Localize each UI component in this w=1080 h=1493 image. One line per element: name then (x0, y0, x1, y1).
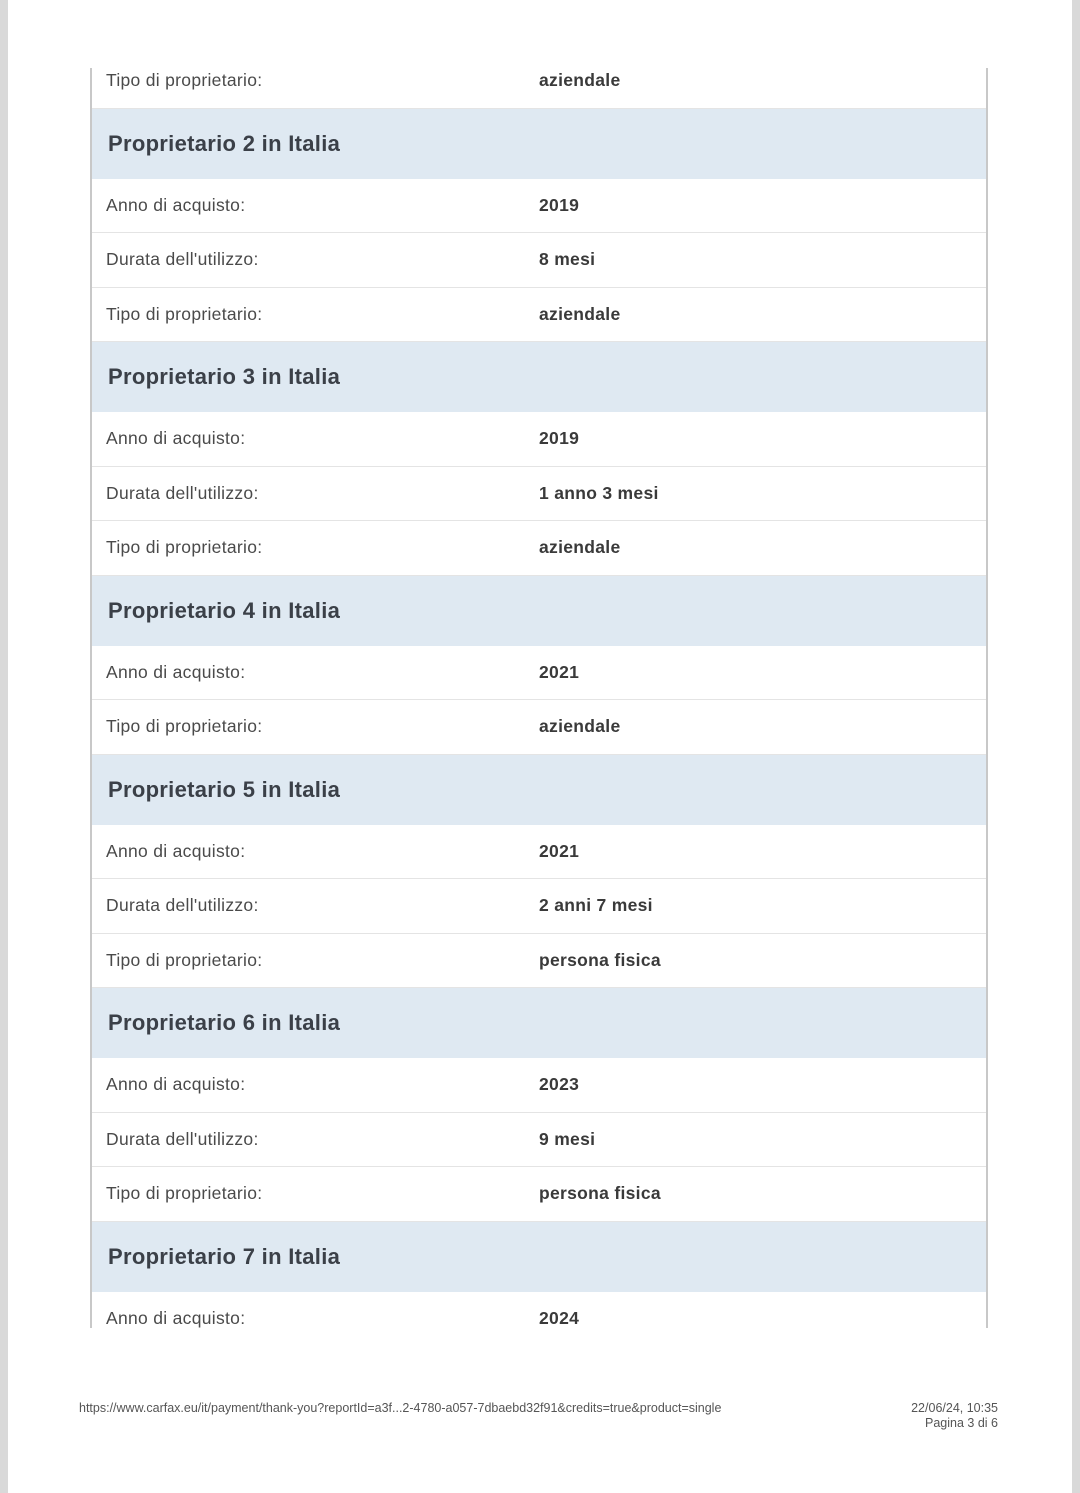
owners-table: Tipo di proprietario: aziendale Proprietar… (90, 68, 988, 1328)
owners-table-body: Tipo di proprietario: aziendale Proprietar… (92, 68, 986, 1328)
footer-page-number: Pagina 3 di 6 (925, 1416, 998, 1430)
row-value: persona fisica (539, 949, 661, 970)
row-value: 9 mesi (539, 1128, 596, 1149)
table-row: Durata dell'utilizzo: 1 anno 3 mesi (92, 467, 986, 521)
table-row: Anno di acquisto: 2021 (92, 646, 986, 700)
section-header: Proprietario 6 in Italia (92, 988, 986, 1058)
row-label: Tipo di proprietario: (106, 716, 263, 737)
row-value: aziendale (539, 716, 621, 737)
section-header: Proprietario 2 in Italia (92, 108, 986, 179)
table-row: Anno di acquisto: 2019 (92, 179, 986, 233)
row-value: aziendale (539, 70, 621, 91)
table-row: Tipo di proprietario: aziendale (92, 288, 986, 342)
row-label: Tipo di proprietario: (106, 303, 263, 324)
row-label: Durata dell'utilizzo: (106, 895, 259, 916)
row-value: 2021 (539, 661, 580, 682)
row-label: Tipo di proprietario: (106, 70, 263, 91)
row-value: persona fisica (539, 1183, 661, 1204)
footer-meta: 22/06/24, 10:35 Pagina 3 di 6 (911, 1401, 998, 1431)
row-label: Anno di acquisto: (106, 428, 246, 449)
row-label: Durata dell'utilizzo: (106, 249, 259, 270)
row-value: aziendale (539, 303, 621, 324)
section-header: Proprietario 4 in Italia (92, 575, 986, 646)
row-value: 2023 (539, 1074, 580, 1095)
table-row: Tipo di proprietario: persona fisica (92, 934, 986, 988)
row-value: aziendale (539, 537, 621, 558)
page-edge-left (0, 0, 8, 1493)
table-row: Anno di acquisto: 2024 (92, 1292, 986, 1329)
table-row: Anno di acquisto: 2021 (92, 825, 986, 879)
row-value: 2021 (539, 840, 580, 861)
table-row: Durata dell'utilizzo: 8 mesi (92, 233, 986, 288)
page-edge-right (1072, 0, 1080, 1493)
footer-url: https://www.carfax.eu/it/payment/thank-y… (79, 1401, 722, 1415)
row-label: Anno di acquisto: (106, 1307, 246, 1328)
section-header: Proprietario 5 in Italia (92, 754, 986, 825)
row-value: 2019 (539, 194, 580, 215)
table-row: Durata dell'utilizzo: 2 anni 7 mesi (92, 879, 986, 934)
row-value: 2 anni 7 mesi (539, 895, 653, 916)
section-header: Proprietario 3 in Italia (92, 342, 986, 412)
row-label: Anno di acquisto: (106, 1074, 246, 1095)
table-row: Tipo di proprietario: aziendale (92, 700, 986, 755)
table-row: Durata dell'utilizzo: 9 mesi (92, 1113, 986, 1167)
row-label: Tipo di proprietario: (106, 537, 263, 558)
row-label: Anno di acquisto: (106, 840, 246, 861)
table-row: Tipo di proprietario: aziendale (92, 68, 986, 109)
section-header: Proprietario 7 in Italia (92, 1221, 986, 1292)
row-label: Durata dell'utilizzo: (106, 482, 259, 503)
footer-datetime: 22/06/24, 10:35 (911, 1401, 998, 1415)
row-label: Durata dell'utilizzo: (106, 1128, 259, 1149)
table-row: Tipo di proprietario: aziendale (92, 521, 986, 576)
row-label: Anno di acquisto: (106, 661, 246, 682)
row-value: 8 mesi (539, 249, 596, 270)
row-value: 1 anno 3 mesi (539, 482, 659, 503)
row-label: Anno di acquisto: (106, 194, 246, 215)
table-row: Anno di acquisto: 2023 (92, 1058, 986, 1113)
table-row: Anno di acquisto: 2019 (92, 412, 986, 467)
row-label: Tipo di proprietario: (106, 949, 263, 970)
table-row: Tipo di proprietario: persona fisica (92, 1167, 986, 1222)
row-value: 2024 (539, 1307, 580, 1328)
row-value: 2019 (539, 428, 580, 449)
row-label: Tipo di proprietario: (106, 1183, 263, 1204)
